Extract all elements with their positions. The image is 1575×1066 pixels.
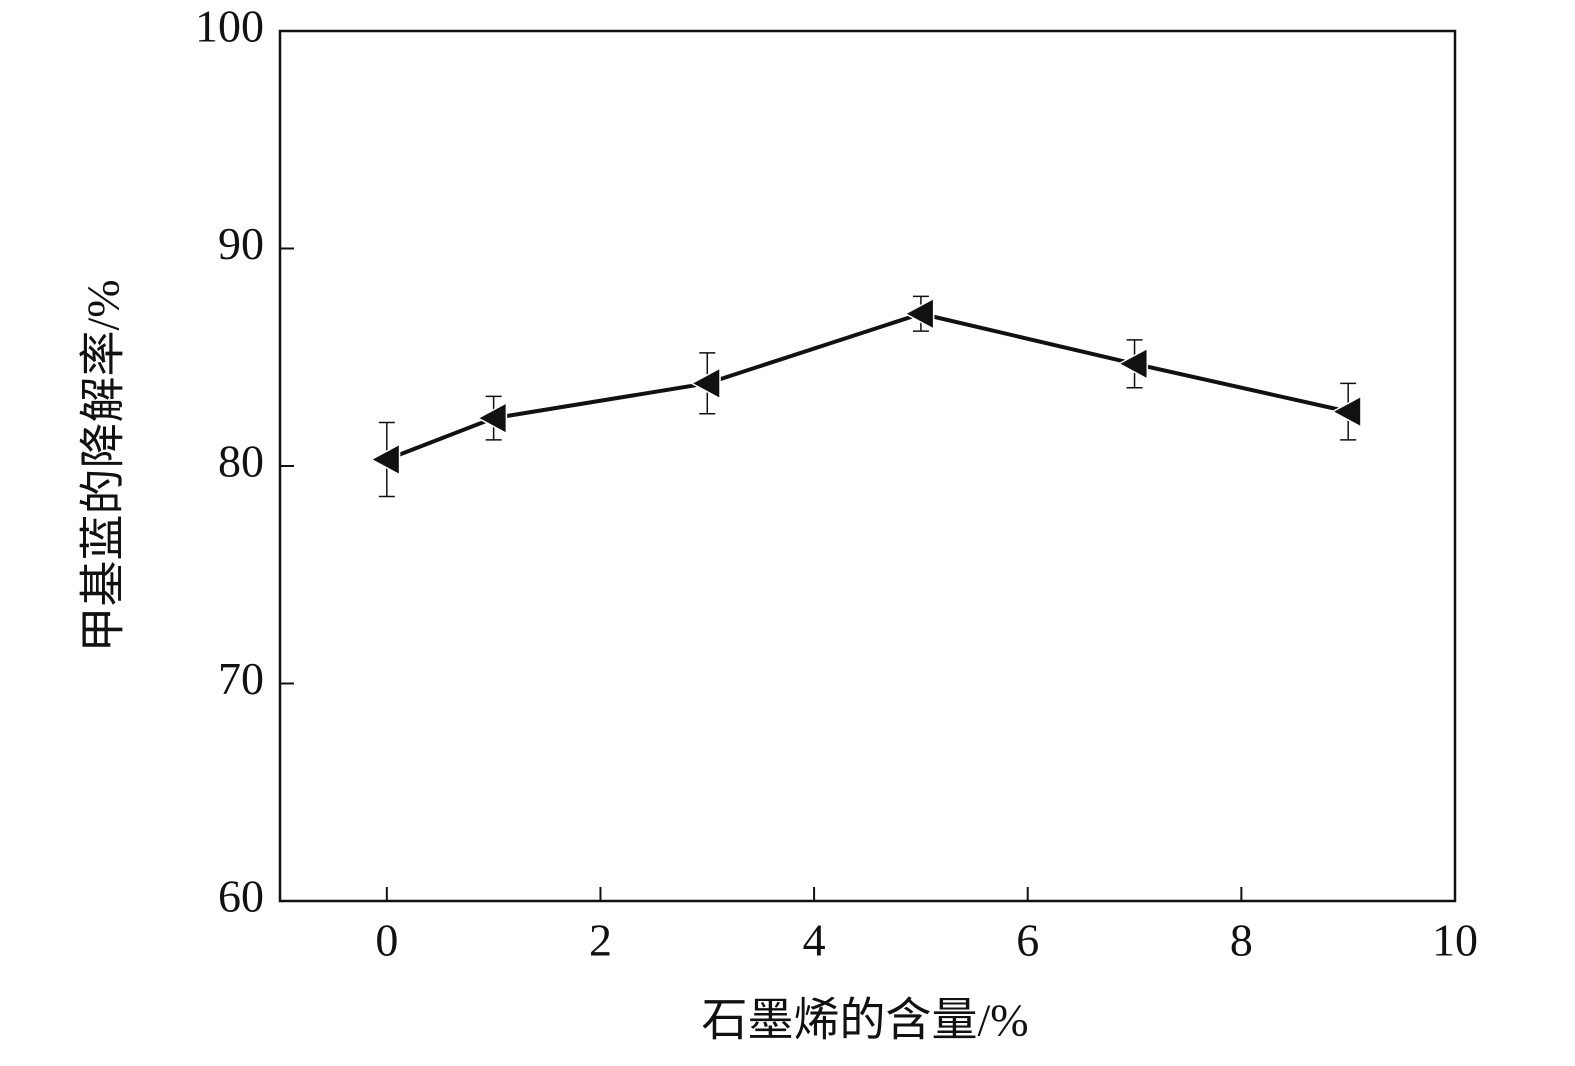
data-line xyxy=(386,311,1349,462)
y-tick-label: 100 xyxy=(195,1,264,52)
x-tick-label: 6 xyxy=(1016,915,1039,966)
y-tick-label: 80 xyxy=(218,436,264,487)
x-axis-label: 石墨烯的含量/% xyxy=(701,995,1028,1046)
y-tick-label: 90 xyxy=(218,218,264,269)
x-tick-label: 0 xyxy=(375,915,398,966)
marker xyxy=(369,442,401,476)
x-tick-label: 4 xyxy=(803,915,826,966)
y-tick-label: 60 xyxy=(218,871,264,922)
plot-frame xyxy=(278,29,1457,903)
marker xyxy=(1117,347,1149,381)
marker xyxy=(476,401,508,435)
marker xyxy=(690,366,721,400)
y-tick-label: 70 xyxy=(218,653,264,704)
y-axis-label: 甲基蓝的降解率/% xyxy=(78,279,129,652)
x-tick-label: 8 xyxy=(1230,915,1253,966)
x-tick-label: 2 xyxy=(589,915,612,966)
x-tick-label: 10 xyxy=(1432,915,1478,966)
marker xyxy=(903,297,935,331)
marker xyxy=(1331,395,1362,429)
